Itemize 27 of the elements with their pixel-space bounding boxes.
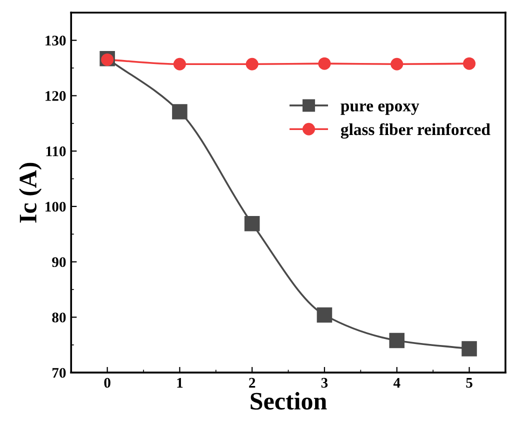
y-tick-label: 100 [46, 202, 66, 212]
y-tick-label: 70 [52, 368, 66, 378]
x-tick-label: 4 [393, 378, 400, 388]
point [318, 57, 331, 70]
x-tick-label: 2 [249, 378, 256, 388]
y-tick-label: 120 [46, 91, 66, 101]
x-tick-label: 0 [104, 378, 110, 388]
legend-label: pure epoxy [340, 103, 420, 115]
y-tick-label: 90 [52, 257, 66, 268]
point [244, 216, 260, 232]
point [462, 341, 477, 356]
x-tick-label: 3 [321, 378, 328, 388]
y-axis-title: Ic (A) [18, 162, 42, 223]
point [389, 332, 405, 348]
point [173, 58, 186, 70]
point [172, 104, 188, 120]
point [246, 58, 258, 70]
x-tick-label: 5 [466, 378, 472, 388]
legend-label: glass fiber reinforced [340, 123, 490, 139]
y-tick-label: 80 [52, 312, 66, 322]
point [316, 307, 332, 323]
x-tick-label: 1 [177, 378, 183, 388]
x-axis-title: Section [250, 392, 327, 410]
point [390, 58, 404, 70]
y-tick-label: 130 [46, 36, 66, 46]
point [463, 57, 476, 70]
y-tick-label: 110 [46, 146, 66, 156]
